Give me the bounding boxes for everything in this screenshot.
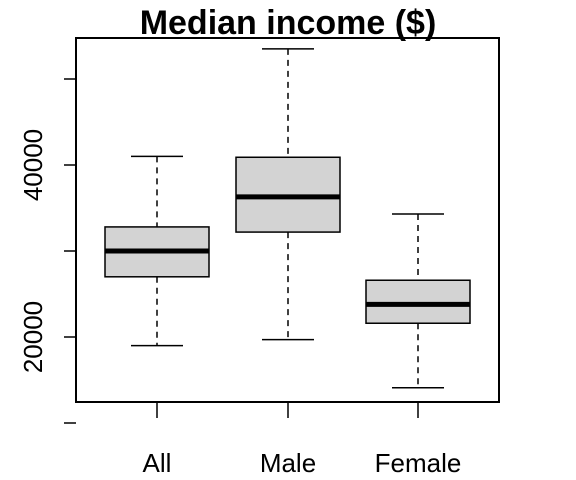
x-tick-label: Female <box>375 448 462 478</box>
y-tick-label: 20000 <box>18 301 48 373</box>
x-tick-label: All <box>143 448 172 478</box>
box-all <box>104 155 210 347</box>
x-axis: All Male Female <box>143 402 462 478</box>
box-group <box>104 48 471 389</box>
box-female <box>365 213 471 389</box>
box-male <box>235 48 341 341</box>
iqr-box <box>365 279 471 324</box>
y-tick-label: 40000 <box>18 129 48 201</box>
x-tick-label: Male <box>260 448 316 478</box>
y-axis: 20000 40000 <box>18 78 77 424</box>
chart-title: Median income ($) <box>140 4 437 42</box>
